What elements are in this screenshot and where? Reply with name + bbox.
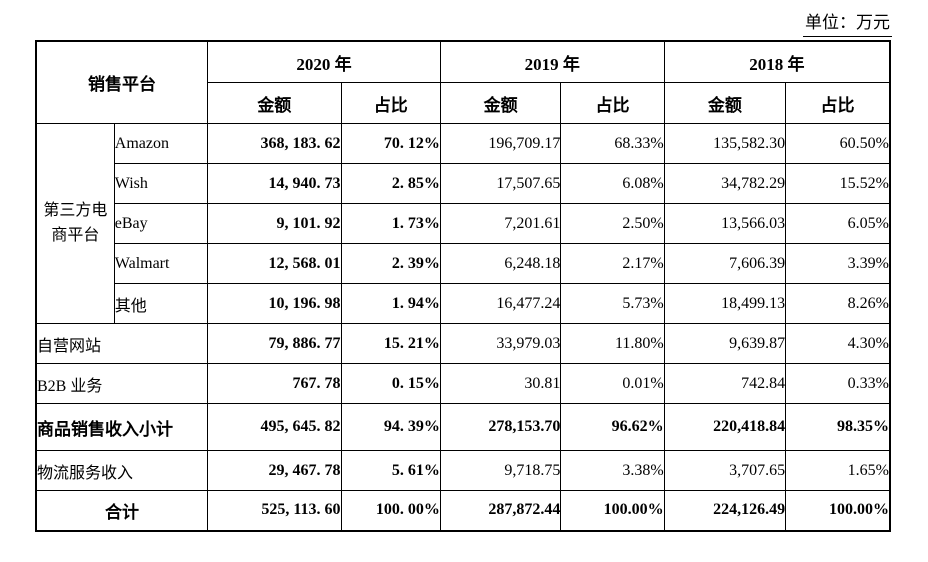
cell-ratio-2020: 0. 15% [340,363,441,404]
cell-ratio-2018: 3.39% [785,243,891,284]
row-label: 物流服务收入 [35,450,209,491]
cell-amount-2020: 525, 113. 60 [207,490,342,531]
row-label: 自营网站 [35,323,209,364]
cell-amount-2018: 220,418.84 [663,403,787,451]
row-label: eBay [113,203,209,244]
cell-ratio-2019: 3.38% [560,450,665,491]
cell-amount-2018: 7,606.39 [663,243,787,284]
cell-ratio-2020: 100. 00% [340,490,441,531]
cell-ratio-2020: 1. 73% [340,203,441,244]
cell-amount-2018: 3,707.65 [663,450,787,491]
cell-ratio-2020: 94. 39% [340,403,441,451]
header-amount-2018: 金额 [663,82,787,124]
cell-ratio-2018: 15.52% [785,163,891,204]
row-label: 合计 [35,490,209,531]
cell-amount-2018: 135,582.30 [663,123,787,164]
cell-amount-2019: 9,718.75 [439,450,562,491]
sales-platform-table: 销售平台 2020 年 2019 年 2018 年 金额 占比 金额 占比 金额… [35,40,891,532]
table-row-wish: Wish 14, 940. 73 2. 85% 17,507.65 6.08% … [36,163,891,204]
cell-amount-2019: 33,979.03 [439,323,562,364]
cell-amount-2020: 12, 568. 01 [207,243,342,284]
cell-ratio-2019: 100.00% [560,490,665,531]
cell-ratio-2020: 2. 85% [340,163,441,204]
cell-amount-2018: 18,499.13 [663,283,787,324]
cell-amount-2018: 13,566.03 [663,203,787,244]
cell-amount-2018: 9,639.87 [663,323,787,364]
header-row-years: 销售平台 2020 年 2019 年 2018 年 [35,40,891,124]
cell-amount-2019: 30.81 [439,363,562,404]
cell-amount-2020: 767. 78 [207,363,342,404]
cell-ratio-2019: 6.08% [560,163,665,204]
header-year-2018: 2018 年 [663,40,891,83]
row-label: 其他 [113,283,209,324]
cell-amount-2020: 495, 645. 82 [207,403,342,451]
cell-amount-2018: 34,782.29 [663,163,787,204]
cell-amount-2020: 29, 467. 78 [207,450,342,491]
cell-amount-2020: 10, 196. 98 [207,283,342,324]
cell-amount-2020: 14, 940. 73 [207,163,342,204]
table-row-walmart: Walmart 12, 568. 01 2. 39% 6,248.18 2.17… [36,243,891,284]
header-row-metrics: 金额 占比 金额 占比 金额 占比 [36,82,891,124]
cell-ratio-2020: 1. 94% [340,283,441,324]
row-label: Wish [113,163,209,204]
table-row-total: 合计 525, 113. 60 100. 00% 287,872.44 100.… [35,490,891,531]
row-label: B2B 业务 [35,363,209,404]
header-ratio-2020: 占比 [340,82,441,124]
table-row-logistics: 物流服务收入 29, 467. 78 5. 61% 9,718.75 3.38%… [35,450,891,491]
cell-ratio-2019: 68.33% [560,123,665,164]
cell-ratio-2018: 0.33% [785,363,891,404]
table-row-b2b: B2B 业务 767. 78 0. 15% 30.81 0.01% 742.84… [35,363,891,404]
cell-amount-2019: 6,248.18 [439,243,562,284]
cell-ratio-2020: 15. 21% [340,323,441,364]
cell-ratio-2018: 8.26% [785,283,891,324]
cell-ratio-2020: 2. 39% [340,243,441,284]
row-label: Walmart [113,243,209,284]
cell-amount-2018: 742.84 [663,363,787,404]
cell-ratio-2019: 5.73% [560,283,665,324]
header-ratio-2018: 占比 [785,82,891,124]
cell-ratio-2019: 0.01% [560,363,665,404]
cell-amount-2019: 278,153.70 [439,403,562,451]
cell-ratio-2020: 70. 12% [340,123,441,164]
cell-ratio-2019: 11.80% [560,323,665,364]
table-row-ebay: eBay 9, 101. 92 1. 73% 7,201.61 2.50% 13… [36,203,891,244]
header-ratio-2019: 占比 [560,82,665,124]
cell-ratio-2020: 5. 61% [340,450,441,491]
table-row-other: 其他 10, 196. 98 1. 94% 16,477.24 5.73% 18… [36,283,891,324]
cell-ratio-2019: 2.17% [560,243,665,284]
cell-amount-2020: 9, 101. 92 [207,203,342,244]
cell-amount-2019: 287,872.44 [439,490,562,531]
cell-amount-2019: 17,507.65 [439,163,562,204]
table-row-goods-subtotal: 商品销售收入小计 495, 645. 82 94. 39% 278,153.70… [35,403,891,451]
table-row-amazon: 第三方电商平台 Amazon 368, 183. 62 70. 12% 196,… [35,123,891,324]
header-amount-2020: 金额 [207,82,342,124]
header-year-2019: 2019 年 [439,40,665,83]
cell-ratio-2018: 1.65% [785,450,891,491]
cell-ratio-2018: 60.50% [785,123,891,164]
header-year-2020: 2020 年 [207,40,441,83]
cell-ratio-2018: 100.00% [785,490,891,531]
cell-ratio-2019: 96.62% [560,403,665,451]
unit-label: 单位：万元 [803,8,892,37]
cell-ratio-2019: 2.50% [560,203,665,244]
row-label: 商品销售收入小计 [35,403,209,451]
cell-amount-2019: 16,477.24 [439,283,562,324]
cell-amount-2019: 7,201.61 [439,203,562,244]
row-label: Amazon [113,123,209,164]
cell-amount-2019: 196,709.17 [439,123,562,164]
cell-ratio-2018: 6.05% [785,203,891,244]
header-platform: 销售平台 [35,40,209,124]
cell-amount-2020: 79, 886. 77 [207,323,342,364]
cell-amount-2018: 224,126.49 [663,490,787,531]
cell-ratio-2018: 98.35% [785,403,891,451]
header-amount-2019: 金额 [439,82,562,124]
table-row-own-website: 自营网站 79, 886. 77 15. 21% 33,979.03 11.80… [35,323,891,364]
cell-ratio-2018: 4.30% [785,323,891,364]
group-label-third-party: 第三方电商平台 [35,123,115,324]
cell-amount-2020: 368, 183. 62 [207,123,342,164]
